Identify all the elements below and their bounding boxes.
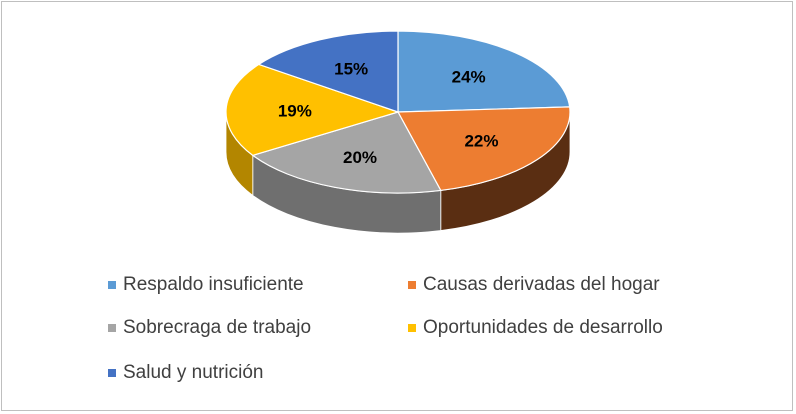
legend-item-oportunidades: Oportunidades de desarrollo <box>408 317 663 339</box>
data-label-respaldo-insuficiente: 24% <box>452 68 486 87</box>
legend-label: Respaldo insuficiente <box>123 274 304 295</box>
legend-item-respaldo: Respaldo insuficiente <box>108 274 304 296</box>
data-label-salud-y-nutricion: 15% <box>334 60 368 79</box>
legend-label: Causas derivadas del hogar <box>423 274 660 295</box>
pie-slice-oportunidades-de-desarrollo <box>225 63 400 157</box>
legend-swatch <box>108 369 116 377</box>
legend-swatch <box>408 281 416 289</box>
legend-label: Oportunidades de desarrollo <box>423 317 663 338</box>
pie-tops <box>225 30 571 194</box>
data-label-oportunidades-de-desarrollo: 19% <box>278 101 312 120</box>
pie-slice-causas-derivadas-del-hogar <box>397 106 571 192</box>
legend-swatch <box>408 324 416 332</box>
pie-labels: 24% 22% 20% 19% 15% <box>278 60 499 167</box>
legend-swatch <box>108 324 116 332</box>
legend-item-hogar: Causas derivadas del hogar <box>408 274 660 296</box>
data-label-causas-derivadas-del-hogar: 22% <box>464 132 498 151</box>
legend-item-sobrecarga: Sobrecraga de trabajo <box>108 317 311 339</box>
data-label-sobrecraga-de-trabajo: 20% <box>343 148 377 167</box>
legend-label: Salud y nutrición <box>123 362 264 383</box>
pie-slice-salud-y-nutricion <box>257 30 399 113</box>
pie-slice-sobrecraga-de-trabajo <box>251 111 442 194</box>
legend-swatch <box>108 281 116 289</box>
pie-slice-respaldo-insuficiente <box>397 30 571 113</box>
legend-label: Sobrecraga de trabajo <box>123 317 312 338</box>
legend-item-salud: Salud y nutrición <box>108 362 263 384</box>
